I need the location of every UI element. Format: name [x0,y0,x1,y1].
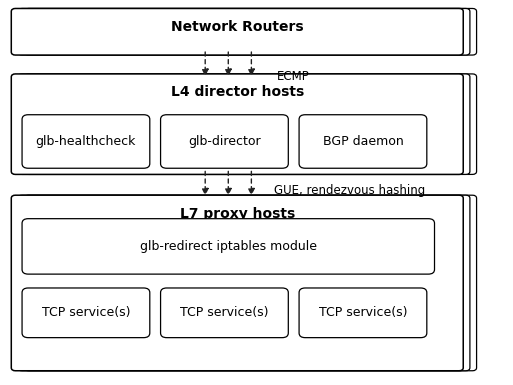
Text: ECMP: ECMP [277,70,310,84]
FancyBboxPatch shape [11,74,463,174]
FancyBboxPatch shape [11,8,463,55]
FancyBboxPatch shape [11,195,463,371]
FancyBboxPatch shape [18,74,470,174]
Text: TCP service(s): TCP service(s) [319,306,407,319]
Text: L4 director hosts: L4 director hosts [171,85,304,99]
FancyBboxPatch shape [18,195,470,371]
Text: Network Routers: Network Routers [171,20,304,34]
FancyBboxPatch shape [161,288,288,338]
Text: TCP service(s): TCP service(s) [42,306,130,319]
FancyBboxPatch shape [18,8,470,55]
FancyBboxPatch shape [25,74,477,174]
FancyBboxPatch shape [22,115,150,168]
Text: BGP daemon: BGP daemon [323,135,403,148]
FancyBboxPatch shape [22,219,435,274]
FancyBboxPatch shape [22,288,150,338]
Text: glb-director: glb-director [188,135,261,148]
FancyBboxPatch shape [25,195,477,371]
FancyBboxPatch shape [161,115,288,168]
FancyBboxPatch shape [25,8,477,55]
Text: TCP service(s): TCP service(s) [180,306,269,319]
Text: glb-redirect iptables module: glb-redirect iptables module [140,240,317,253]
FancyBboxPatch shape [299,288,427,338]
Text: L7 proxy hosts: L7 proxy hosts [180,207,295,221]
FancyBboxPatch shape [299,115,427,168]
Text: glb-healthcheck: glb-healthcheck [36,135,136,148]
Text: GUE, rendezvous hashing: GUE, rendezvous hashing [274,184,426,197]
